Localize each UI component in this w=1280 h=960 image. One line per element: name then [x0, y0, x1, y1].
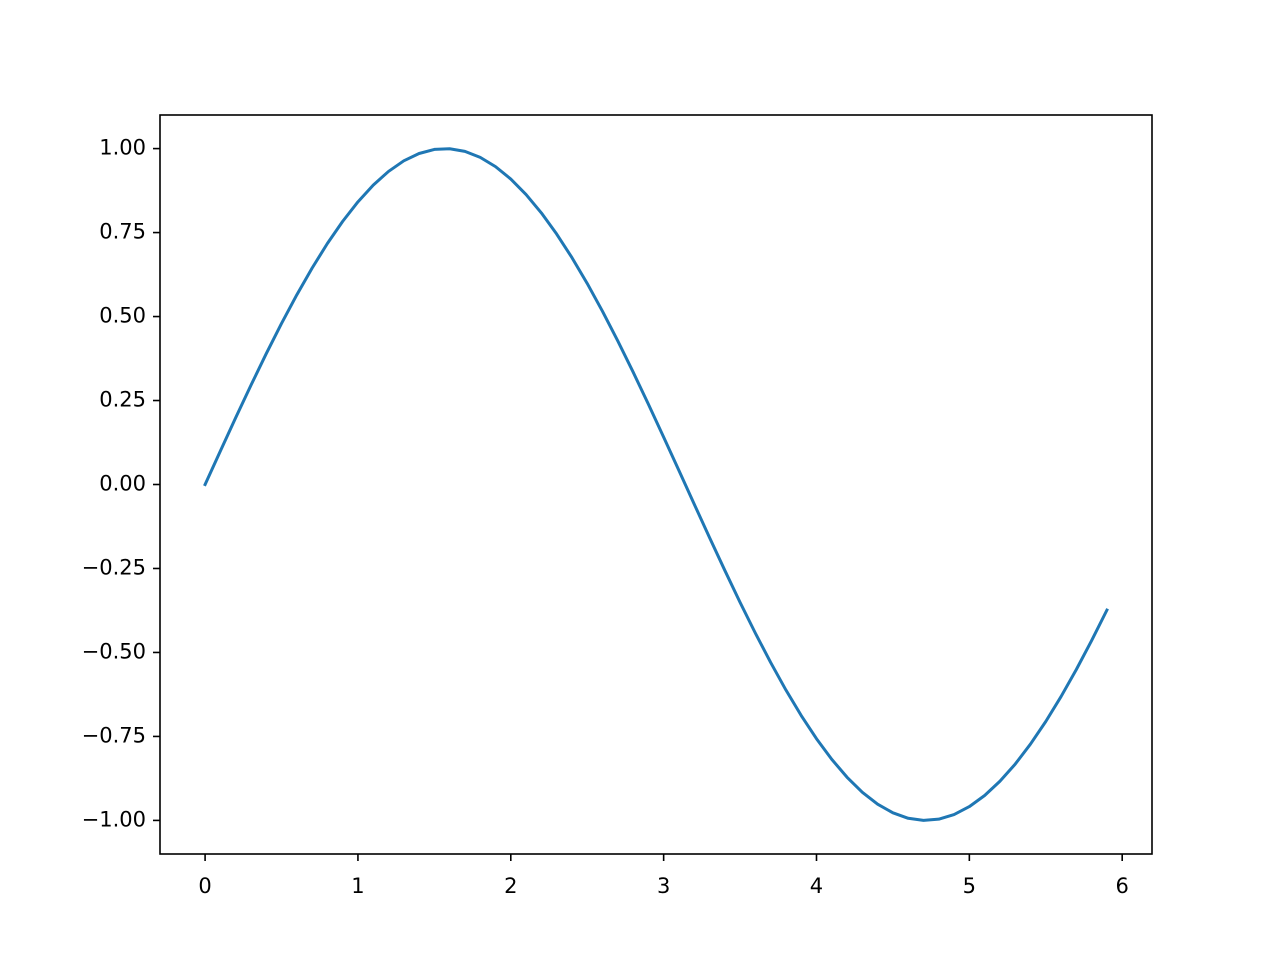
x-tick-label: 0	[198, 874, 211, 898]
y-tick-label: −1.00	[82, 807, 146, 831]
x-tick-label: 3	[657, 874, 670, 898]
x-tick-label: 6	[1116, 874, 1129, 898]
y-tick-label: 1.00	[99, 136, 146, 160]
x-tick-label: 4	[810, 874, 823, 898]
plot-frame	[159, 114, 1153, 855]
x-tick-label: 2	[504, 874, 517, 898]
y-tick-label: 0.75	[99, 220, 146, 244]
y-tick-label: 0.00	[99, 472, 146, 496]
y-tick-label: −0.50	[82, 639, 146, 663]
x-tick-label: 5	[963, 874, 976, 898]
x-tick-label: 1	[351, 874, 364, 898]
line-series	[203, 147, 1109, 822]
y-tick-label: 0.50	[99, 304, 146, 328]
y-tick-label: −0.25	[82, 555, 146, 579]
y-tick-label: −0.75	[82, 723, 146, 747]
y-tick-label: 0.25	[99, 388, 146, 412]
